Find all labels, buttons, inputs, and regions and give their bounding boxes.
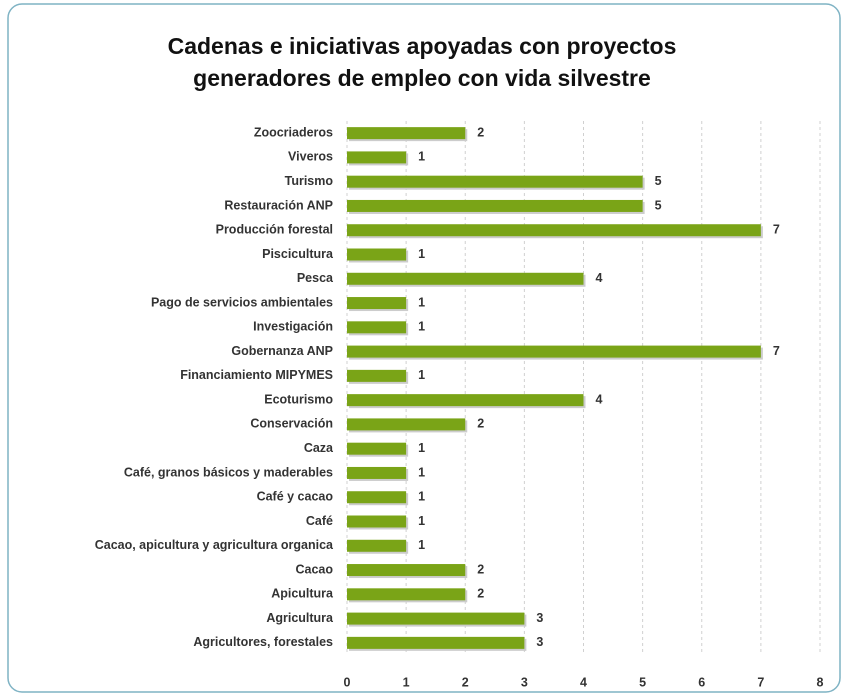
y-tick-label: Agricultura — [266, 611, 334, 625]
y-tick-label: Cacao — [295, 562, 333, 576]
data-label: 1 — [418, 490, 425, 504]
y-tick-label: Agricultores, forestales — [193, 635, 333, 649]
bar — [347, 127, 466, 140]
x-tick-label: 5 — [639, 675, 646, 689]
data-label: 5 — [655, 174, 662, 188]
data-label: 1 — [418, 538, 425, 552]
bar — [347, 297, 407, 310]
data-label: 3 — [536, 635, 543, 649]
data-label: 3 — [536, 611, 543, 625]
data-label: 4 — [596, 392, 603, 406]
data-label: 1 — [418, 247, 425, 261]
data-label: 1 — [418, 465, 425, 479]
bar — [347, 272, 584, 285]
bar — [347, 539, 407, 552]
bar — [347, 612, 525, 625]
y-tick-label: Piscicultura — [262, 247, 334, 261]
bar — [347, 151, 407, 164]
y-tick-label: Financiamiento MIPYMES — [180, 368, 333, 382]
bar — [347, 588, 466, 601]
y-tick-label: Ecoturismo — [264, 392, 333, 406]
data-label: 1 — [418, 150, 425, 164]
data-label: 1 — [418, 514, 425, 528]
bar — [347, 394, 584, 407]
bar — [347, 564, 466, 577]
y-tick-label: Restauración ANP — [224, 198, 333, 212]
y-tick-label: Turismo — [285, 174, 334, 188]
y-tick-label: Café y cacao — [257, 490, 334, 504]
bar — [347, 636, 525, 649]
y-tick-label: Producción forestal — [216, 223, 333, 237]
bar — [347, 224, 761, 237]
y-tick-label: Pago de servicios ambientales — [151, 295, 333, 309]
data-label: 2 — [477, 587, 484, 601]
x-tick-label: 8 — [817, 675, 824, 689]
y-tick-label: Conservación — [250, 417, 333, 431]
x-tick-label: 1 — [403, 675, 410, 689]
chart-title: Cadenas e iniciativas apoyadas con proye… — [168, 33, 677, 59]
data-label: 2 — [477, 562, 484, 576]
x-tick-label: 0 — [344, 675, 351, 689]
bar — [347, 442, 407, 455]
bar — [347, 199, 643, 212]
data-label: 1 — [418, 368, 425, 382]
y-tick-label: Viveros — [288, 150, 333, 164]
x-tick-label: 6 — [698, 675, 705, 689]
y-tick-label: Investigación — [253, 320, 333, 334]
data-label: 1 — [418, 295, 425, 309]
bar — [347, 491, 407, 504]
y-tick-label: Café, granos básicos y maderables — [124, 465, 333, 479]
x-tick-label: 7 — [757, 675, 764, 689]
y-tick-label: Caza — [304, 441, 334, 455]
data-label: 1 — [418, 320, 425, 334]
y-tick-label: Cacao, apicultura y agricultura organica — [95, 538, 334, 552]
data-label: 7 — [773, 223, 780, 237]
bar — [347, 515, 407, 528]
data-label: 7 — [773, 344, 780, 358]
bar — [347, 345, 761, 358]
bar — [347, 321, 407, 334]
y-tick-label: Pesca — [297, 271, 334, 285]
y-tick-label: Gobernanza ANP — [231, 344, 333, 358]
bar — [347, 418, 466, 431]
data-label: 2 — [477, 417, 484, 431]
chart-title: generadores de empleo con vida silvestre — [193, 65, 651, 91]
bar — [347, 369, 407, 382]
y-tick-label: Zoocriaderos — [254, 125, 333, 139]
data-label: 5 — [655, 198, 662, 212]
data-label: 1 — [418, 441, 425, 455]
x-tick-label: 4 — [580, 675, 587, 689]
bar — [347, 466, 407, 479]
data-label: 4 — [596, 271, 603, 285]
y-tick-label: Apicultura — [271, 587, 334, 601]
x-tick-label: 2 — [462, 675, 469, 689]
bar — [347, 248, 407, 261]
y-tick-label: Café — [306, 514, 333, 528]
x-tick-label: 3 — [521, 675, 528, 689]
bar — [347, 175, 643, 188]
data-label: 2 — [477, 125, 484, 139]
